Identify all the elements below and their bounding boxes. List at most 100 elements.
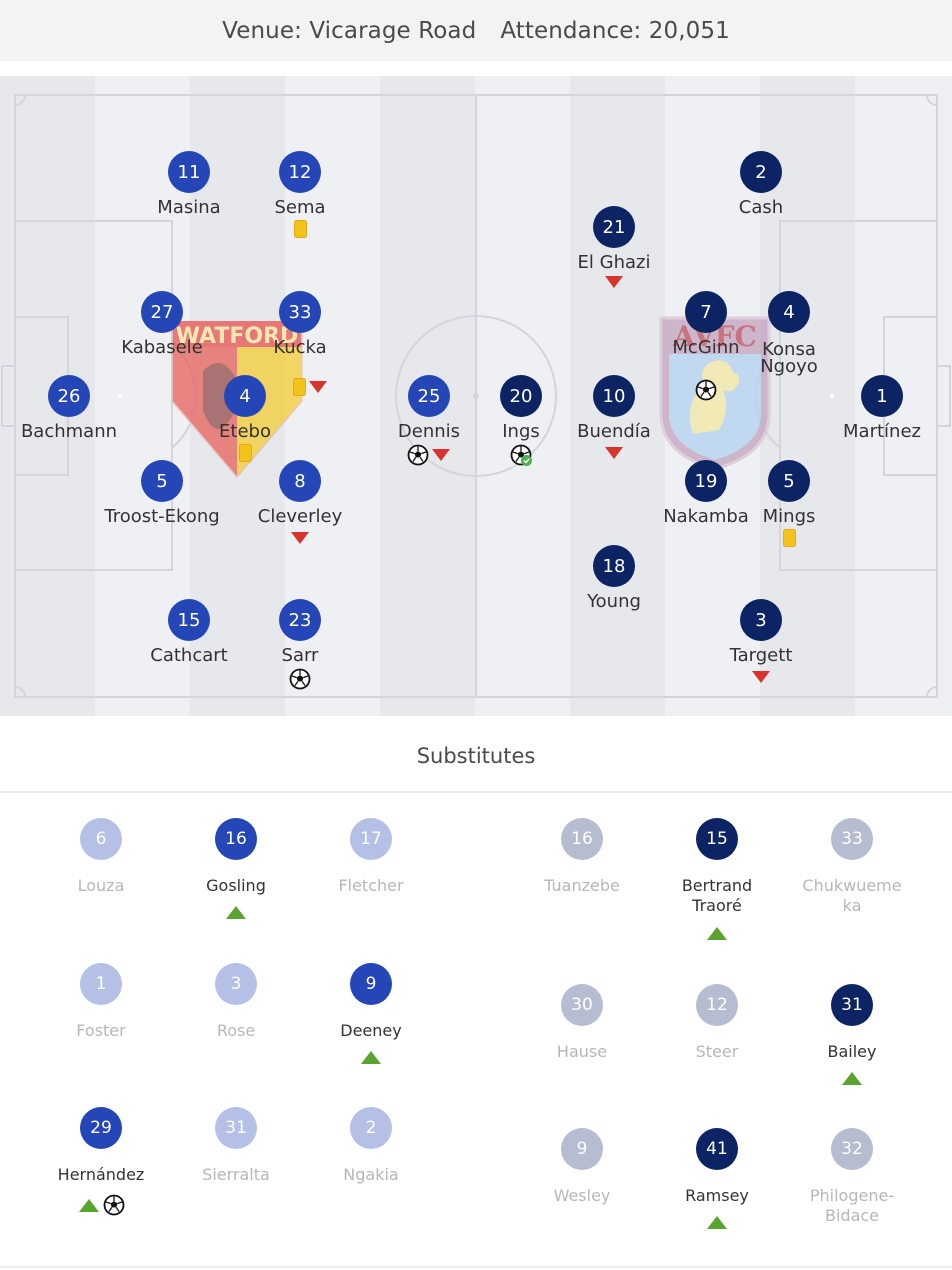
player-name: Cash — [738, 197, 784, 218]
player-name: Steer — [695, 1042, 739, 1061]
player-events — [554, 275, 674, 289]
substitute-events — [657, 1215, 777, 1234]
sub-on-arrow-icon — [706, 926, 728, 945]
shirt-number: 12 — [696, 984, 738, 1026]
player-name: Louza — [77, 876, 125, 895]
shirt-number: 11 — [168, 151, 210, 193]
player-name: Bailey — [827, 1042, 877, 1061]
goal-ball-icon — [695, 379, 717, 401]
player-name: McGinn — [672, 337, 740, 358]
player-events — [240, 378, 360, 396]
shirt-number: 4 — [768, 291, 810, 333]
shirt-number: 31 — [215, 1107, 257, 1149]
divider — [0, 791, 952, 793]
player-name: Martínez — [843, 421, 921, 442]
substitute-events — [311, 1050, 431, 1069]
player-name: Ings — [502, 421, 540, 442]
sub-on-arrow-icon — [706, 1215, 728, 1234]
match-info-bar: Venue: Vicarage Road Attendance: 20,051 — [0, 0, 952, 61]
player-name: El Ghazi — [577, 252, 651, 273]
goal-confirmed-icon — [510, 444, 532, 466]
player-name: Bachmann — [20, 421, 118, 442]
shirt-number: 15 — [168, 599, 210, 641]
goal-ball-icon — [103, 1194, 125, 1220]
player-events — [369, 444, 489, 466]
shirt-number: 27 — [141, 291, 183, 333]
player-name: Fletcher — [338, 876, 404, 895]
shirt-number: 9 — [350, 963, 392, 1005]
shirt-number: 2 — [350, 1107, 392, 1149]
shirt-number: 8 — [279, 460, 321, 502]
player-name: Buendía — [577, 421, 651, 442]
shirt-number: 21 — [593, 206, 635, 248]
sub-on-arrow-icon — [78, 1198, 100, 1217]
shirt-number: 20 — [500, 375, 542, 417]
substitute-events — [41, 1194, 161, 1220]
sub-off-arrow-icon — [290, 531, 310, 545]
divider — [0, 1266, 952, 1268]
pitch-markings — [1, 94, 951, 698]
yellow-card-icon — [782, 529, 796, 547]
attendance-label: Attendance: 20,051 — [500, 17, 730, 44]
player-name: Sierralta — [202, 1165, 270, 1184]
player-name: Kabasele — [121, 337, 203, 358]
shirt-number: 23 — [279, 599, 321, 641]
player-name: Philogene-Bidace — [809, 1186, 895, 1225]
player-name: Gosling — [206, 876, 266, 895]
player-name: Hernández — [57, 1165, 145, 1184]
shirt-number: 26 — [48, 375, 90, 417]
venue-label: Venue: Vicarage Road — [222, 17, 477, 44]
player-name: Rose — [216, 1021, 256, 1040]
shirt-number: 7 — [685, 291, 727, 333]
player-name: Tuanzebe — [544, 876, 620, 895]
shirt-number: 17 — [350, 818, 392, 860]
player-events — [240, 668, 360, 690]
shirt-number: 2 — [740, 151, 782, 193]
player-name: Mings — [762, 506, 816, 527]
shirt-number: 10 — [593, 375, 635, 417]
player-events — [729, 529, 849, 547]
player-name: Troost-Ekong — [104, 506, 220, 527]
player-name: Cleverley — [257, 506, 343, 527]
shirt-number: 25 — [408, 375, 450, 417]
player-name: Wesley — [553, 1186, 611, 1205]
shirt-number: 32 — [831, 1128, 873, 1170]
shirt-number: 5 — [768, 460, 810, 502]
shirt-number: 29 — [80, 1107, 122, 1149]
player-events — [554, 446, 674, 460]
substitutes-title: Substitutes — [416, 744, 536, 768]
player-events — [461, 444, 581, 466]
goal-ball-icon — [289, 668, 311, 690]
player-events — [240, 531, 360, 545]
player-name: Targett — [729, 645, 793, 666]
shirt-number: 18 — [593, 545, 635, 587]
pitch: WATFORD AVFC 26 Bachmann 11 Masina 12 Sema 27 K… — [0, 76, 952, 716]
player-name: Sarr — [281, 645, 319, 666]
shirt-number: 9 — [561, 1128, 603, 1170]
substitute-events — [657, 926, 777, 945]
shirt-number: 3 — [215, 963, 257, 1005]
shirt-number: 4 — [224, 375, 266, 417]
shirt-number: 19 — [685, 460, 727, 502]
shirt-number: 33 — [279, 291, 321, 333]
player-name: Konsa Ngoyo — [760, 339, 818, 377]
player-name: Masina — [157, 197, 221, 218]
shirt-number: 3 — [740, 599, 782, 641]
yellow-card-icon — [238, 444, 252, 462]
player-name: Cathcart — [150, 645, 228, 666]
sub-on-arrow-icon — [225, 905, 247, 924]
sub-off-arrow-icon — [751, 670, 771, 684]
player-events — [240, 220, 360, 238]
shirt-number: 1 — [861, 375, 903, 417]
shirt-number: 16 — [215, 818, 257, 860]
sub-on-arrow-icon — [360, 1050, 382, 1069]
player-name: Deeney — [340, 1021, 402, 1040]
player-name: Hause — [556, 1042, 608, 1061]
shirt-number: 6 — [80, 818, 122, 860]
shirt-number: 16 — [561, 818, 603, 860]
sub-off-arrow-icon — [431, 448, 451, 462]
goal-ball-icon — [407, 444, 429, 466]
shirt-number: 41 — [696, 1128, 738, 1170]
shirt-number: 31 — [831, 984, 873, 1026]
player-events — [701, 670, 821, 684]
